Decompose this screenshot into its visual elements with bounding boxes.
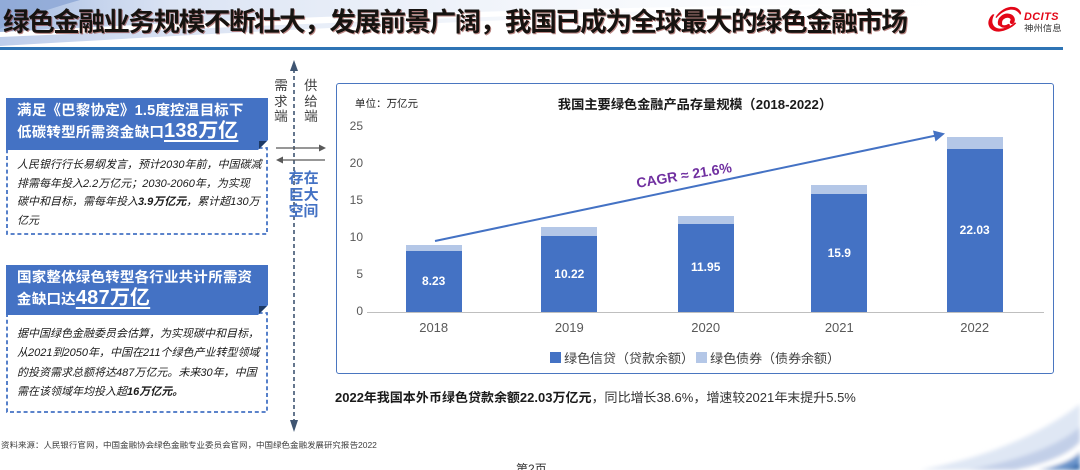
svg-text:DCITS: DCITS (1024, 11, 1059, 23)
svg-text:神州信息: 神州信息 (1024, 21, 1062, 35)
